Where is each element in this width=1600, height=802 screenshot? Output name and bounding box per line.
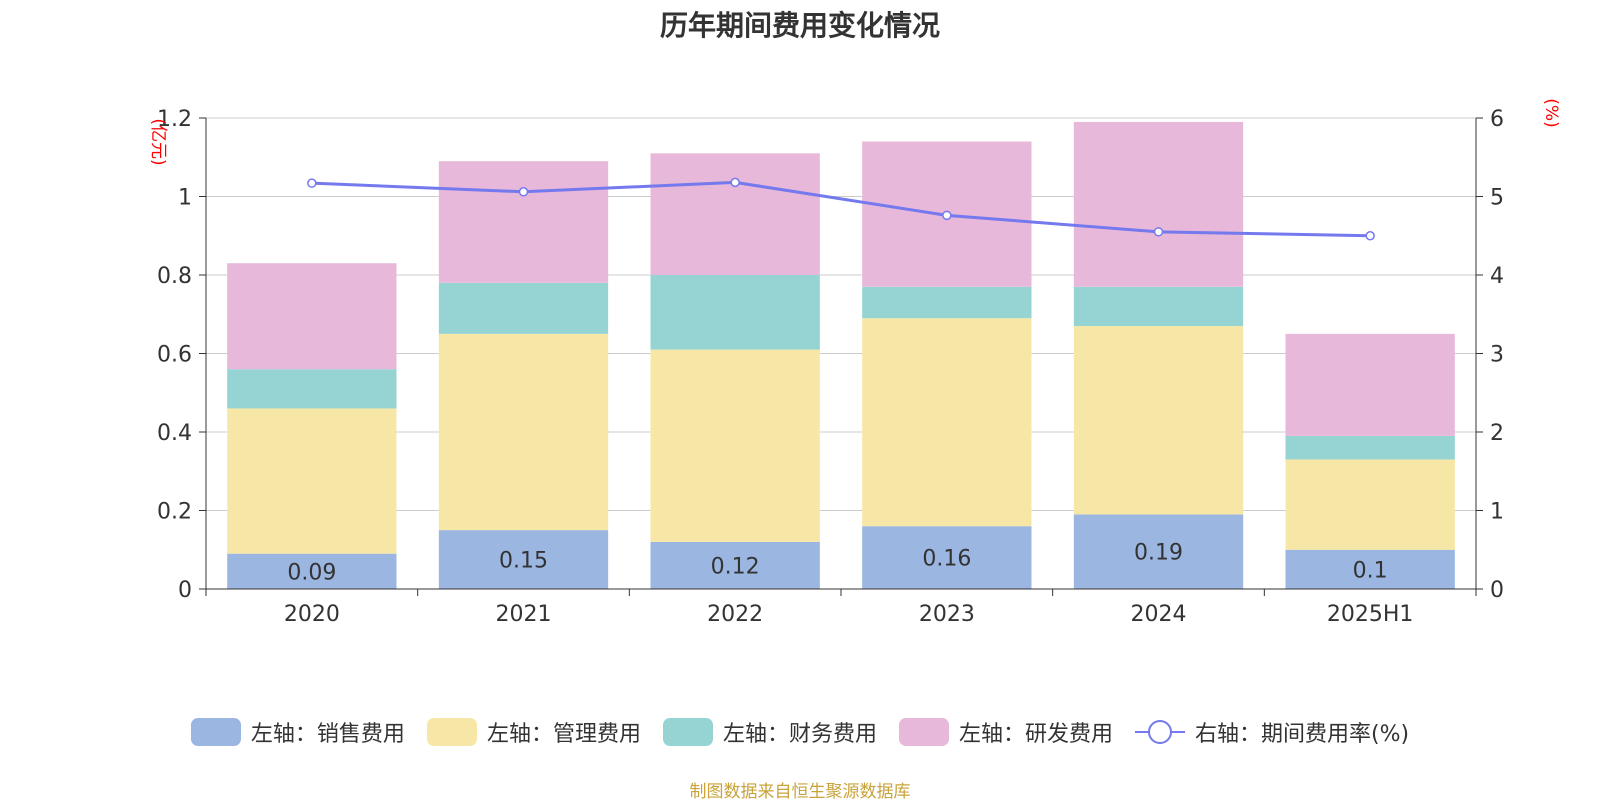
data-label: 0.15 [499, 549, 548, 574]
legend-label-admin: 左轴：管理费用 [486, 722, 641, 747]
y-left-tick-label: 0.6 [157, 343, 192, 368]
rate-point [518, 187, 529, 197]
bar-segment [862, 286, 1032, 319]
data-label: 0.09 [287, 560, 336, 585]
rate-line [311, 180, 1371, 238]
bar-segment [1073, 286, 1244, 327]
bar-segment [1073, 121, 1244, 287]
y-left-tick-label: 0.8 [157, 264, 192, 289]
x-tick-label: 2021 [496, 602, 552, 627]
data-label: 0.16 [922, 547, 971, 572]
data-label: 0.19 [1134, 541, 1183, 566]
legend-item-rate[interactable]: 右轴：期间费用率(%) [1134, 716, 1410, 748]
legend-swatch-finance [662, 718, 713, 746]
rate-point [730, 177, 740, 188]
legend-swatch-sales [190, 718, 241, 746]
y-left-unit-label: (亿元) [148, 118, 168, 165]
y-left-tick-label: 0.2 [157, 500, 192, 525]
bar-segment [227, 408, 397, 554]
y-right-tick-label: 2 [1490, 421, 1504, 446]
rate-point [1153, 227, 1164, 237]
legend-item-admin[interactable]: 左轴：管理费用 [426, 716, 641, 748]
bar-segment [227, 553, 397, 589]
bar-segment [1073, 514, 1244, 589]
y-left-tick-label: 1 [178, 186, 192, 211]
legend-item-finance[interactable]: 左轴：财务费用 [662, 716, 877, 748]
y-left-tick-label: 0.4 [157, 421, 192, 446]
legend-swatch-rate [1134, 718, 1185, 746]
x-tick-label: 2023 [919, 602, 975, 627]
bar-segment [650, 349, 820, 542]
legend: 左轴：销售费用 左轴：管理费用 左轴：财务费用 左轴：研发费用 右轴：期间费用率… [0, 716, 1600, 748]
legend-label-sales: 左轴：销售费用 [250, 722, 405, 747]
bar-segment [1073, 326, 1244, 515]
bar-segment [862, 526, 1032, 589]
bar-segment [650, 275, 820, 350]
y-right-tick-label: 3 [1490, 343, 1504, 368]
bar-segment [1285, 333, 1455, 436]
rate-point [942, 210, 952, 221]
y-right-tick-label: 0 [1490, 578, 1504, 603]
bar-segment [1285, 459, 1455, 550]
bar-segment [862, 318, 1032, 527]
bar-segment [227, 369, 397, 409]
bar-segment [438, 161, 609, 283]
legend-label-finance: 左轴：财务费用 [722, 722, 877, 747]
legend-swatch-admin [426, 718, 477, 746]
legend-swatch-rd [898, 718, 949, 746]
y-left-tick-label: 1.2 [157, 107, 192, 132]
rate-point [307, 178, 317, 188]
rate-point [1365, 231, 1375, 241]
y-right-tick-label: 1 [1490, 500, 1504, 525]
data-label: 0.12 [711, 554, 760, 579]
bar-segment [438, 282, 609, 334]
legend-label-rd: 左轴：研发费用 [958, 722, 1113, 747]
legend-item-sales[interactable]: 左轴：销售费用 [190, 716, 405, 748]
data-label: 0.1 [1353, 558, 1388, 583]
x-tick-label: 2022 [707, 602, 763, 627]
chart-canvas: 0 0.2 0.4 0.6 0.8 1 1.2 0 1 2 3 4 5 6 (亿元) (%) 0.09 0.15 0… [148, 98, 1561, 627]
y-right-unit-label: (%) [1541, 98, 1561, 127]
bar-segment [1285, 549, 1455, 589]
bar-segment [650, 541, 820, 589]
x-tick-label: 2020 [284, 602, 340, 627]
legend-item-rd[interactable]: 左轴：研发费用 [898, 716, 1113, 748]
bar-segment [438, 333, 609, 531]
x-tick-label: 2024 [1131, 602, 1187, 627]
bar-segment [438, 530, 609, 589]
y-right-tick-label: 6 [1490, 107, 1504, 132]
bar-segment [650, 153, 820, 275]
data-source-note: 制图数据来自恒生聚源数据库 [689, 782, 911, 802]
y-left-tick-label: 0 [178, 578, 192, 603]
chart-title: 历年期间费用变化情况 [659, 9, 940, 42]
bar-segment [227, 263, 397, 370]
y-right-tick-label: 4 [1490, 264, 1504, 289]
bar-segment [1285, 435, 1455, 460]
y-right-tick-label: 5 [1490, 186, 1504, 211]
x-tick-label: 2025H1 [1327, 602, 1414, 627]
legend-label-rate: 右轴：期间费用率(%) [1194, 722, 1410, 747]
